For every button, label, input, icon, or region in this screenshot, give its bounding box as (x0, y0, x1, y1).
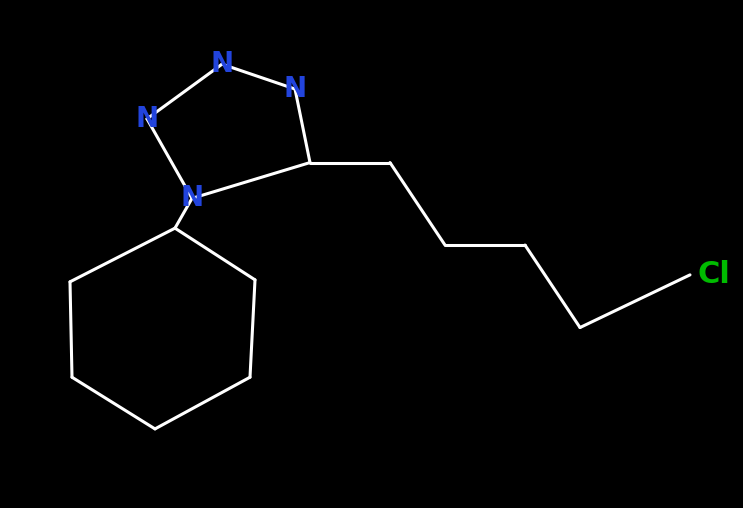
Text: N: N (181, 184, 204, 212)
Text: N: N (135, 105, 158, 133)
Text: N: N (283, 75, 307, 103)
Text: Cl: Cl (698, 261, 730, 290)
Text: N: N (210, 50, 233, 78)
